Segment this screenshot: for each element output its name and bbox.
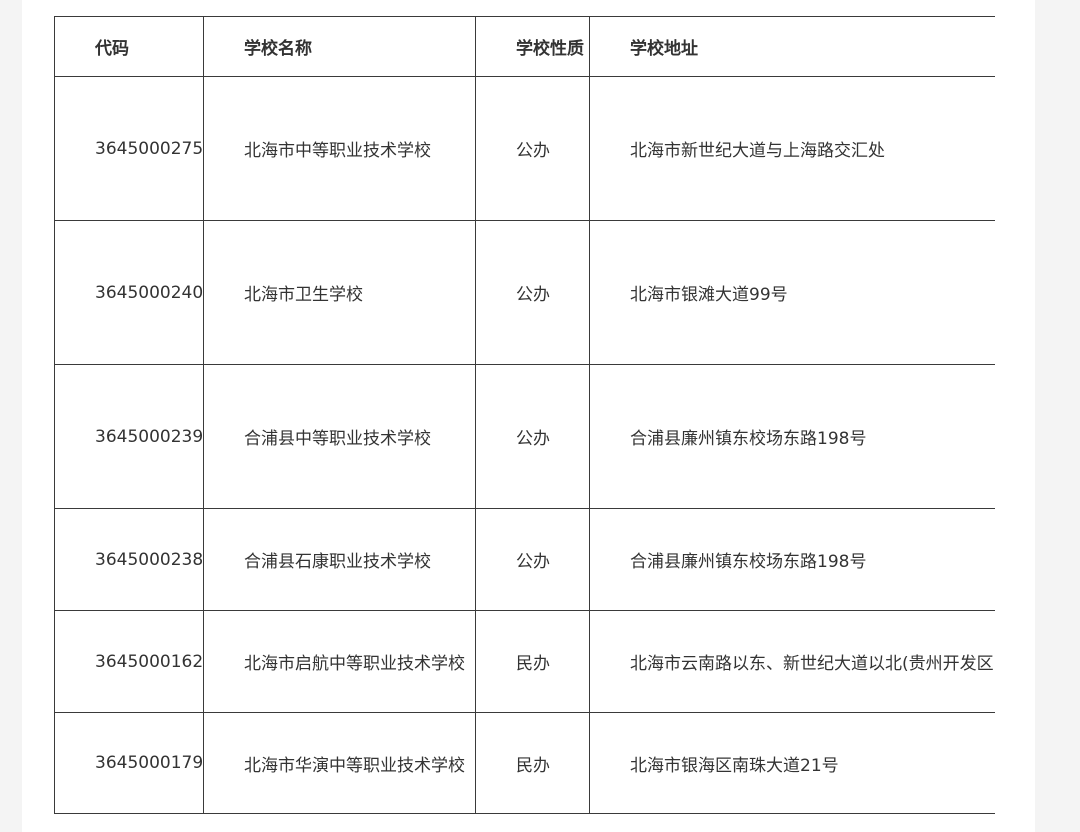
table-cell: 北海市启航中等职业技术学校 <box>203 610 476 713</box>
table-row: 3645000239 合浦县中等职业技术学校 公办 合浦县廉州镇东校场东路198号 <box>54 364 995 509</box>
table-cell: 公办 <box>475 364 590 509</box>
table-cell: 北海市银滩大道99号 <box>589 220 995 365</box>
table-cell: 3645000275 <box>54 76 204 221</box>
table-cell: 合浦县石康职业技术学校 <box>203 508 476 611</box>
school-table: 代码 学校名称 学校性质 学校地址 3645000275 北海市中等职业技术学校 公办 北海… <box>54 16 995 814</box>
table-cell: 3645000240 <box>54 220 204 365</box>
table-cell: 公办 <box>475 220 590 365</box>
table-cell: 合浦县中等职业技术学校 <box>203 364 476 509</box>
table-row: 3645000179 北海市华演中等职业技术学校 民办 北海市银海区南珠大道21号 <box>54 712 995 814</box>
table-cell: 北海市华演中等职业技术学校 <box>203 712 476 814</box>
header-cell: 学校名称 <box>203 16 476 77</box>
table-cell: 北海市新世纪大道与上海路交汇处 <box>589 76 995 221</box>
table-row: 3645000162 北海市启航中等职业技术学校 民办 北海市云南路以东、新世纪大道以… <box>54 610 995 713</box>
table-cell: 合浦县廉州镇东校场东路198号 <box>589 508 995 611</box>
table-cell: 北海市云南路以东、新世纪大道以北(贵州开发区 <box>589 610 995 713</box>
table-row: 3645000238 合浦县石康职业技术学校 公办 合浦县廉州镇东校场东路198号 <box>54 508 995 611</box>
table-cell: 北海市卫生学校 <box>203 220 476 365</box>
table-cell: 公办 <box>475 508 590 611</box>
table-cell: 3645000239 <box>54 364 204 509</box>
header-cell: 代码 <box>54 16 204 77</box>
table-cell: 3645000179 <box>54 712 204 814</box>
header-cell: 学校性质 <box>475 16 590 77</box>
table-cell: 3645000238 <box>54 508 204 611</box>
table-cell: 公办 <box>475 76 590 221</box>
table-cell: 北海市银海区南珠大道21号 <box>589 712 995 814</box>
table-row: 3645000275 北海市中等职业技术学校 公办 北海市新世纪大道与上海路交汇处 <box>54 76 995 221</box>
table-cell: 合浦县廉州镇东校场东路198号 <box>589 364 995 509</box>
table-cell: 民办 <box>475 610 590 713</box>
table-row: 3645000240 北海市卫生学校 公办 北海市银滩大道99号 <box>54 220 995 365</box>
table-viewport: 代码 学校名称 学校性质 学校地址 3645000275 北海市中等职业技术学校 公办 北海… <box>54 16 995 814</box>
table-cell: 民办 <box>475 712 590 814</box>
header-row: 代码 学校名称 学校性质 学校地址 <box>54 16 995 77</box>
table-cell: 3645000162 <box>54 610 204 713</box>
header-cell: 学校地址 <box>589 16 995 77</box>
table-cell: 北海市中等职业技术学校 <box>203 76 476 221</box>
